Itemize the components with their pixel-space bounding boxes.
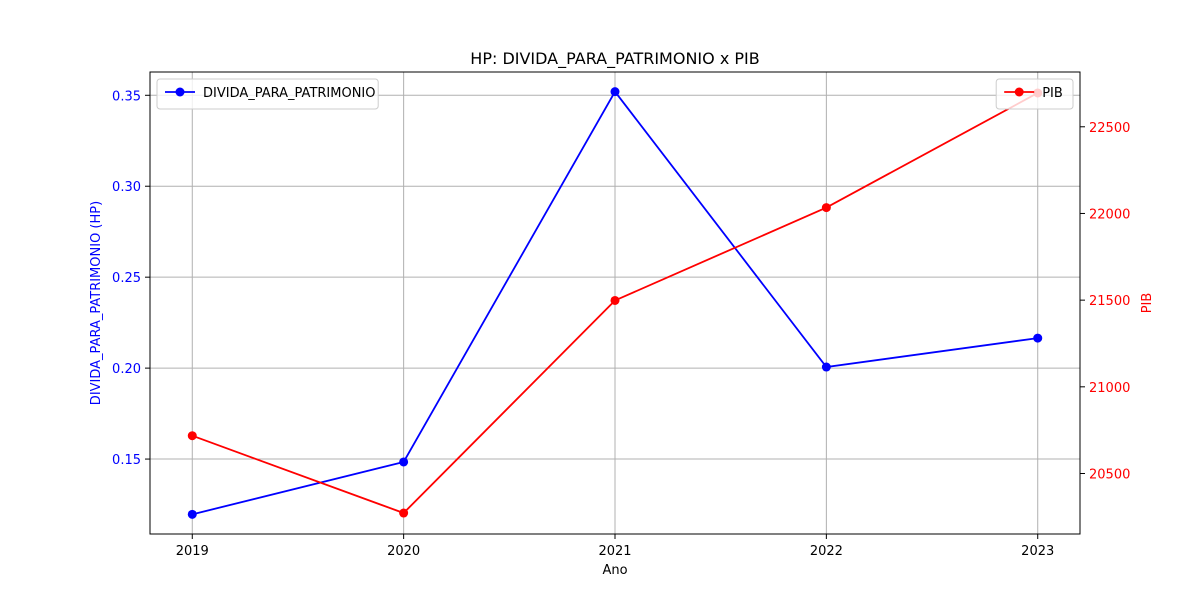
series-layer <box>187 87 1043 519</box>
x-axis: 2019 2020 2021 2022 2023 <box>176 534 1054 559</box>
y-axis-left: 0.15 0.20 0.25 0.30 0.35 <box>112 89 150 468</box>
y-left-tick-label: 0.15 <box>112 453 141 468</box>
x-tick-label: 2021 <box>598 544 631 559</box>
grid-lines <box>150 72 1080 534</box>
y-right-tick-label: 22500 <box>1089 121 1130 136</box>
data-point-pib <box>610 295 620 305</box>
x-tick-label: 2020 <box>387 544 420 559</box>
data-point-pib <box>399 508 409 518</box>
y-axis-right: 20500 21000 21500 22000 22500 <box>1080 121 1130 482</box>
legend-label-divida-para-patrimonio: DIVIDA_PARA_PATRIMONIO <box>203 86 376 101</box>
y-left-tick-label: 0.30 <box>112 180 141 195</box>
x-tick-label: 2023 <box>1021 544 1054 559</box>
data-point-divida-para-patrimonio <box>399 457 409 467</box>
data-point-pib <box>187 431 197 441</box>
y-left-tick-label: 0.25 <box>112 271 141 286</box>
data-point-pib <box>821 203 831 213</box>
y-right-tick-label: 21500 <box>1089 294 1130 309</box>
data-point-divida-para-patrimonio <box>610 87 620 97</box>
y-right-tick-label: 20500 <box>1089 467 1130 482</box>
legend-upper-left: DIVIDA_PARA_PATRIMONIO <box>156 78 379 110</box>
chart-title: HP: DIVIDA_PARA_PATRIMONIO x PIB <box>470 49 759 69</box>
y-right-tick-label: 22000 <box>1089 207 1130 222</box>
data-point-divida-para-patrimonio <box>821 362 831 372</box>
x-axis-label: Ano <box>602 563 627 578</box>
x-tick-label: 2022 <box>810 544 843 559</box>
legend-marker-divida-para-patrimonio <box>175 87 185 97</box>
x-tick-label: 2019 <box>176 544 209 559</box>
y-axis-left-label: DIVIDA_PARA_PATRIMONIO (HP) <box>89 201 104 405</box>
y-left-tick-label: 0.20 <box>112 362 141 377</box>
data-point-divida-para-patrimonio <box>187 509 197 519</box>
legend-label-pib: PIB <box>1042 86 1063 101</box>
legends: DIVIDA_PARA_PATRIMONIO PIB <box>156 78 1074 110</box>
y-right-tick-label: 21000 <box>1089 381 1130 396</box>
legend-frame <box>995 78 1074 110</box>
legend-upper-right: PIB <box>995 78 1074 110</box>
legend-frame <box>156 78 379 110</box>
y-axis-right-label: PIB <box>1140 293 1155 314</box>
y-left-tick-label: 0.35 <box>112 89 141 104</box>
legend-marker-pib <box>1014 87 1024 97</box>
data-point-divida-para-patrimonio <box>1033 333 1043 343</box>
